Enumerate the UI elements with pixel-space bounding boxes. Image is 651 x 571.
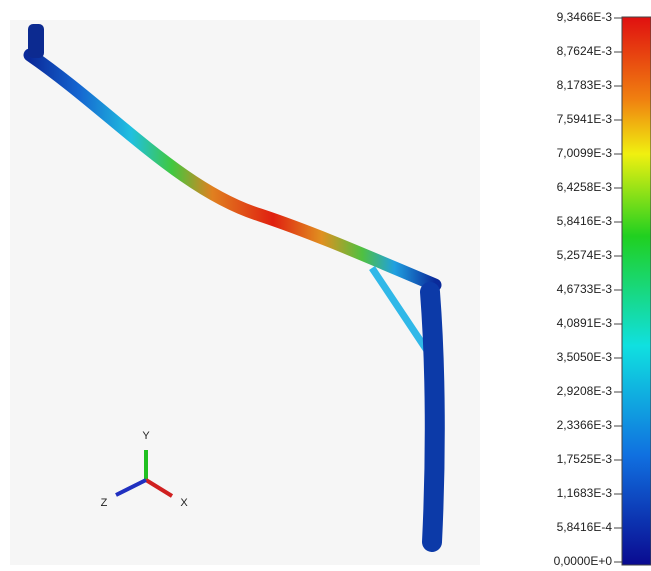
legend-label: 4,6733E-3 — [557, 282, 613, 296]
legend-label: 1,1683E-3 — [557, 486, 613, 500]
fea-result-view: Y X Z 9,3466E-3 8,7624E-3 8,1783E-3 7,5941E… — [0, 0, 651, 571]
legend-label: 8,1783E-3 — [557, 78, 613, 92]
legend-label: 7,0099E-3 — [557, 146, 613, 160]
viewport[interactable] — [10, 20, 480, 565]
legend-label: 9,3466E-3 — [557, 10, 613, 24]
axis-label: X — [180, 497, 188, 509]
legend-label: 4,0891E-3 — [557, 316, 613, 330]
legend-label: 3,5050E-3 — [557, 350, 613, 364]
legend-label: 1,7525E-3 — [557, 452, 613, 466]
legend-label: 5,2574E-3 — [557, 248, 613, 262]
column — [430, 292, 435, 542]
page: Y X Z 9,3466E-3 8,7624E-3 8,1783E-3 7,5941E… — [0, 0, 651, 571]
legend-label: 5,8416E-4 — [557, 520, 613, 534]
legend-label: 2,9208E-3 — [557, 384, 613, 398]
legend-label: 8,7624E-3 — [557, 44, 613, 58]
legend-label: 5,8416E-3 — [557, 214, 613, 228]
legend-label: 0,0000E+0 — [554, 554, 613, 568]
legend-colorbar — [622, 17, 651, 565]
axis-label: Z — [101, 497, 108, 509]
top-stub — [28, 24, 44, 58]
legend: 9,3466E-3 8,7624E-3 8,1783E-3 7,5941E-3 7,00… — [554, 10, 622, 568]
legend-label: 6,4258E-3 — [557, 180, 613, 194]
legend-label: 7,5941E-3 — [557, 112, 613, 126]
legend-label: 2,3366E-3 — [557, 418, 613, 432]
axis-label: Y — [142, 430, 150, 442]
